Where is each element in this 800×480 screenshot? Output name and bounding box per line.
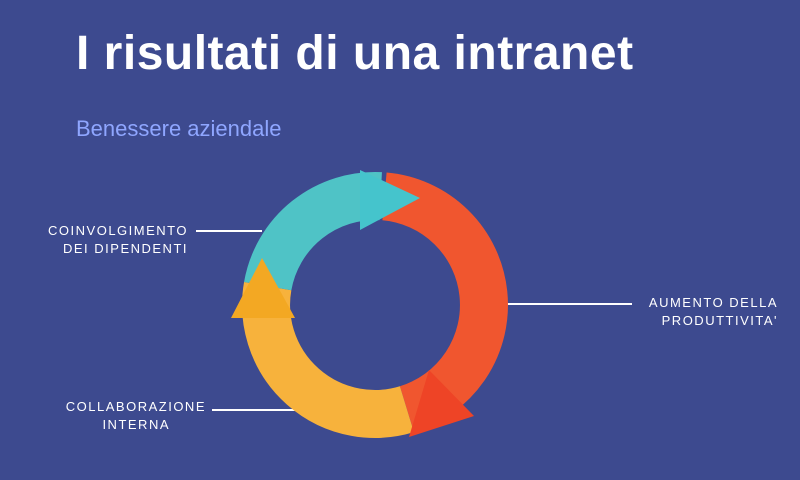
label-produttivita-line1: AUMENTO DELLA bbox=[648, 295, 778, 310]
label-produttivita-line2: PRODUTTIVITA' bbox=[661, 313, 778, 328]
label-collaborazione: COLLABORAZIONE INTERNA bbox=[40, 398, 206, 434]
label-coinvolgimento-line1: COINVOLGIMENTO bbox=[48, 223, 188, 238]
arrow-head-yellow bbox=[231, 258, 295, 318]
label-coinvolgimento: COINVOLGIMENTO DEI DIPENDENTI bbox=[40, 222, 188, 258]
label-collaborazione-line2: INTERNA bbox=[102, 417, 170, 432]
page-subtitle: Benessere aziendale bbox=[76, 116, 282, 141]
arrow-head-teal bbox=[360, 170, 420, 230]
label-collaborazione-line1: COLLABORAZIONE bbox=[65, 399, 206, 414]
arrow-head-orange bbox=[409, 370, 474, 437]
label-coinvolgimento-line2: DEI DIPENDENTI bbox=[62, 241, 188, 256]
label-produttivita: AUMENTO DELLA PRODUTTIVITA' bbox=[628, 294, 778, 330]
page-title: I risultati di una intranet bbox=[76, 27, 634, 80]
ring-segment-teal bbox=[244, 171, 382, 292]
